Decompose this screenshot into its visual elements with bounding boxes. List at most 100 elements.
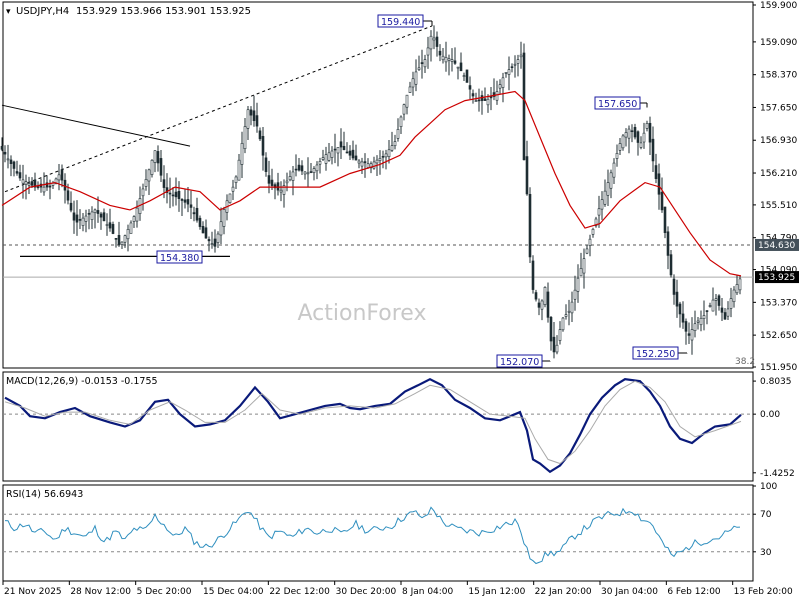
price-bar-body <box>63 179 67 191</box>
price-tick-label: 156.930 <box>760 136 797 146</box>
price-bar-body <box>81 217 85 226</box>
rsi-tick-label: 70 <box>760 510 772 520</box>
callout-label: 159.440 <box>381 17 420 28</box>
price-bar-body <box>444 57 448 63</box>
time-tick-label: 21 Nov 2025 <box>4 587 62 597</box>
price-bar-body <box>585 248 589 254</box>
price-bar-body <box>510 66 514 68</box>
price-bar-body <box>159 158 163 176</box>
price-bar-body <box>357 160 361 164</box>
price-bar-body <box>282 185 286 195</box>
price-bar-body <box>570 301 574 314</box>
time-tick-label: 15 Dec 04:00 <box>203 587 264 597</box>
price-bar-body <box>507 69 511 75</box>
price-bar-body <box>654 165 658 179</box>
price-bar-body <box>696 320 700 323</box>
level-tag-box <box>755 238 799 251</box>
price-bar-body <box>519 54 523 58</box>
rsi-panel-frame <box>2 484 754 582</box>
price-bar-body <box>642 132 646 143</box>
price-bar-body <box>123 235 127 243</box>
current-price-label: 153.925 <box>758 273 795 283</box>
price-bar-body <box>465 69 469 83</box>
callout-box <box>632 346 679 360</box>
price-bar-body <box>30 181 34 186</box>
price-bar-body <box>276 182 280 191</box>
price-bar-body <box>711 299 715 312</box>
price-bar-body <box>144 179 148 187</box>
price-bar-body <box>420 62 424 65</box>
price-bar-body <box>447 58 451 61</box>
price-tick-label: 155.510 <box>760 201 797 211</box>
price-bar-body <box>498 84 502 89</box>
price-bar-body <box>330 150 334 158</box>
price-bar-body <box>546 291 550 318</box>
price-bar-body <box>108 222 112 229</box>
price-bar-body <box>633 127 637 138</box>
price-tick-label: 154.790 <box>760 234 797 244</box>
price-bar-body <box>42 186 46 193</box>
price-bar-body <box>54 178 58 184</box>
price-bar-body <box>315 164 319 172</box>
price-bar-body <box>177 190 181 199</box>
price-bar-body <box>132 216 136 222</box>
price-bar-body <box>558 329 562 341</box>
price-bar-body <box>378 157 382 161</box>
price-bar-body <box>630 130 634 133</box>
price-bar-body <box>234 176 238 183</box>
price-bar-body <box>555 344 559 353</box>
price-bar-body <box>624 132 628 138</box>
price-bars <box>0 25 742 359</box>
macd-main-line <box>4 377 742 474</box>
price-bar-body <box>162 179 166 188</box>
price-bar-body <box>729 298 733 309</box>
price-bar-body <box>660 191 664 211</box>
price-bar-body <box>141 188 145 197</box>
price-bar-body <box>324 154 328 164</box>
rsi-tick-label: 30 <box>760 548 772 558</box>
time-axis: 21 Nov 2025 28 Nov 12:00 5 Dec 20:00 15 Dec… <box>2 581 793 597</box>
price-bar-body <box>246 109 250 129</box>
level-tag-label: 154.630 <box>758 241 795 251</box>
trendlines <box>1 25 433 193</box>
price-bar-body <box>339 141 343 148</box>
price-bar-body <box>6 158 10 161</box>
price-bar-body <box>516 59 520 64</box>
price-bar-body <box>111 224 115 234</box>
price-bar-body <box>666 231 670 256</box>
price-bar-body <box>309 171 313 173</box>
price-bar-body <box>531 260 535 290</box>
time-tick-label: 28 Nov 12:00 <box>70 587 131 597</box>
price-bar-body <box>318 161 322 165</box>
price-bar-body <box>198 217 202 227</box>
price-callouts: 159.440 154.380 157.650 152.070 152.250 <box>156 14 688 368</box>
price-bar-body <box>24 181 28 185</box>
price-bar-body <box>306 172 310 175</box>
rsi-lines <box>4 506 741 565</box>
price-bar-body <box>249 109 253 116</box>
current-price-box <box>755 271 799 284</box>
time-tick-label: 8 Jan 04:00 <box>402 587 454 597</box>
price-bar-body <box>408 86 412 93</box>
price-bar-body <box>21 179 25 184</box>
price-bar-body <box>72 212 76 221</box>
price-bar-body <box>639 142 643 148</box>
price-bar-body <box>363 161 367 164</box>
fib-label: 38.2 <box>735 357 755 367</box>
callout-label: 152.070 <box>500 357 539 368</box>
price-bar-body <box>405 94 409 108</box>
price-bar-body <box>732 289 736 303</box>
price-axis: 159.900 159.090 158.370 157.650 156.930 156.2… <box>753 1 797 373</box>
callout-label: 154.380 <box>160 253 199 264</box>
price-bar-body <box>717 295 721 306</box>
price-bar-body <box>99 213 103 218</box>
price-bar-body <box>393 141 397 147</box>
price-bar-body <box>651 138 655 162</box>
price-bar-body <box>333 148 337 151</box>
price-bar-body <box>528 194 532 258</box>
price-bar-body <box>693 323 697 331</box>
price-tick-label: 159.090 <box>760 38 797 48</box>
price-bar-body <box>720 307 724 313</box>
price-bar-body <box>345 151 349 154</box>
price-panel-frame <box>2 1 754 369</box>
